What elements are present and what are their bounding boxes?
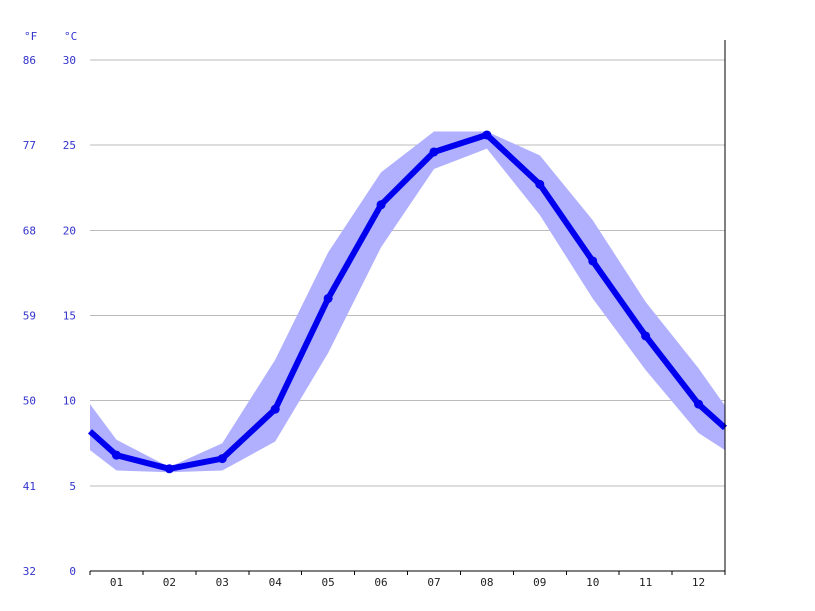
y-tick-label-c: 15 (63, 310, 76, 323)
y-tick-label-f: 86 (23, 54, 36, 67)
x-tick-label: 09 (533, 576, 546, 589)
data-point (641, 331, 651, 341)
data-point (694, 399, 704, 409)
data-point (376, 200, 386, 210)
y-tick-label-c: 30 (63, 54, 76, 67)
y-tick-label-f: 41 (23, 480, 36, 493)
data-point (323, 293, 333, 303)
temperature-range-band (90, 131, 725, 473)
data-point (588, 256, 598, 266)
y-tick-label-f: 59 (23, 310, 36, 323)
y-tick-label-c: 0 (69, 565, 76, 578)
fahrenheit-unit-label: °F (24, 30, 37, 43)
x-tick-label: 06 (374, 576, 387, 589)
data-point (111, 450, 121, 460)
x-tick-label: 11 (639, 576, 652, 589)
y-tick-label-c: 20 (63, 224, 76, 237)
y-tick-label-f: 77 (23, 139, 36, 152)
y-tick-label-c: 25 (63, 139, 76, 152)
x-tick-label: 07 (427, 576, 440, 589)
x-tick-label: 08 (480, 576, 493, 589)
temperature-line (87, 131, 728, 472)
y-tick-label-f: 68 (23, 224, 36, 237)
x-tick-label: 01 (110, 576, 123, 589)
x-tick-label: 02 (163, 576, 176, 589)
x-tick-label: 12 (692, 576, 705, 589)
x-tick-label: 04 (269, 576, 283, 589)
data-point (217, 454, 227, 464)
y-tick-label-f: 32 (23, 565, 36, 578)
x-tick-label: 10 (586, 576, 599, 589)
data-point (270, 404, 280, 414)
data-point (429, 147, 439, 157)
y-tick-label-c: 10 (63, 395, 76, 408)
x-tick-label: 03 (216, 576, 229, 589)
celsius-unit-label: °C (64, 30, 77, 43)
y-tick-label-c: 5 (69, 480, 76, 493)
data-point (535, 179, 545, 189)
y-tick-label-f: 50 (23, 395, 36, 408)
x-tick-label: 05 (322, 576, 335, 589)
data-point (482, 130, 492, 140)
data-point (164, 464, 174, 474)
